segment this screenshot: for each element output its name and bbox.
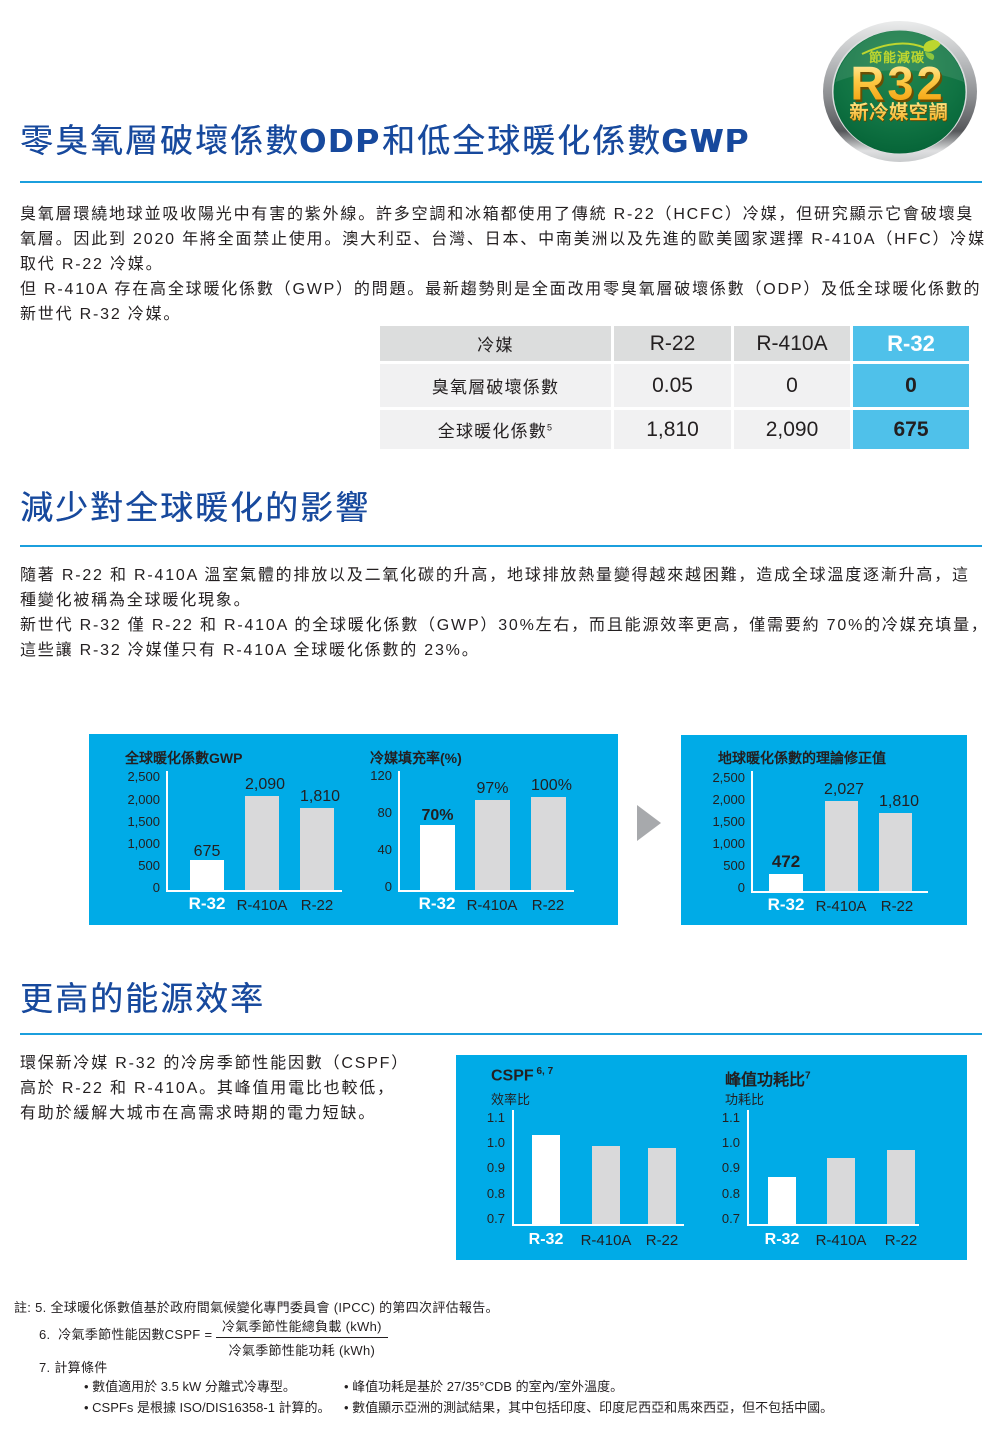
svg-text:節能減碳: 節能減碳	[869, 50, 925, 65]
svg-text:新冷媒空調: 新冷媒空調	[849, 101, 948, 124]
svg-text:新冷媒空調: 新冷媒空調	[850, 102, 949, 125]
svg-text:R32: R32	[850, 57, 945, 110]
svg-text:R32: R32	[852, 59, 947, 112]
